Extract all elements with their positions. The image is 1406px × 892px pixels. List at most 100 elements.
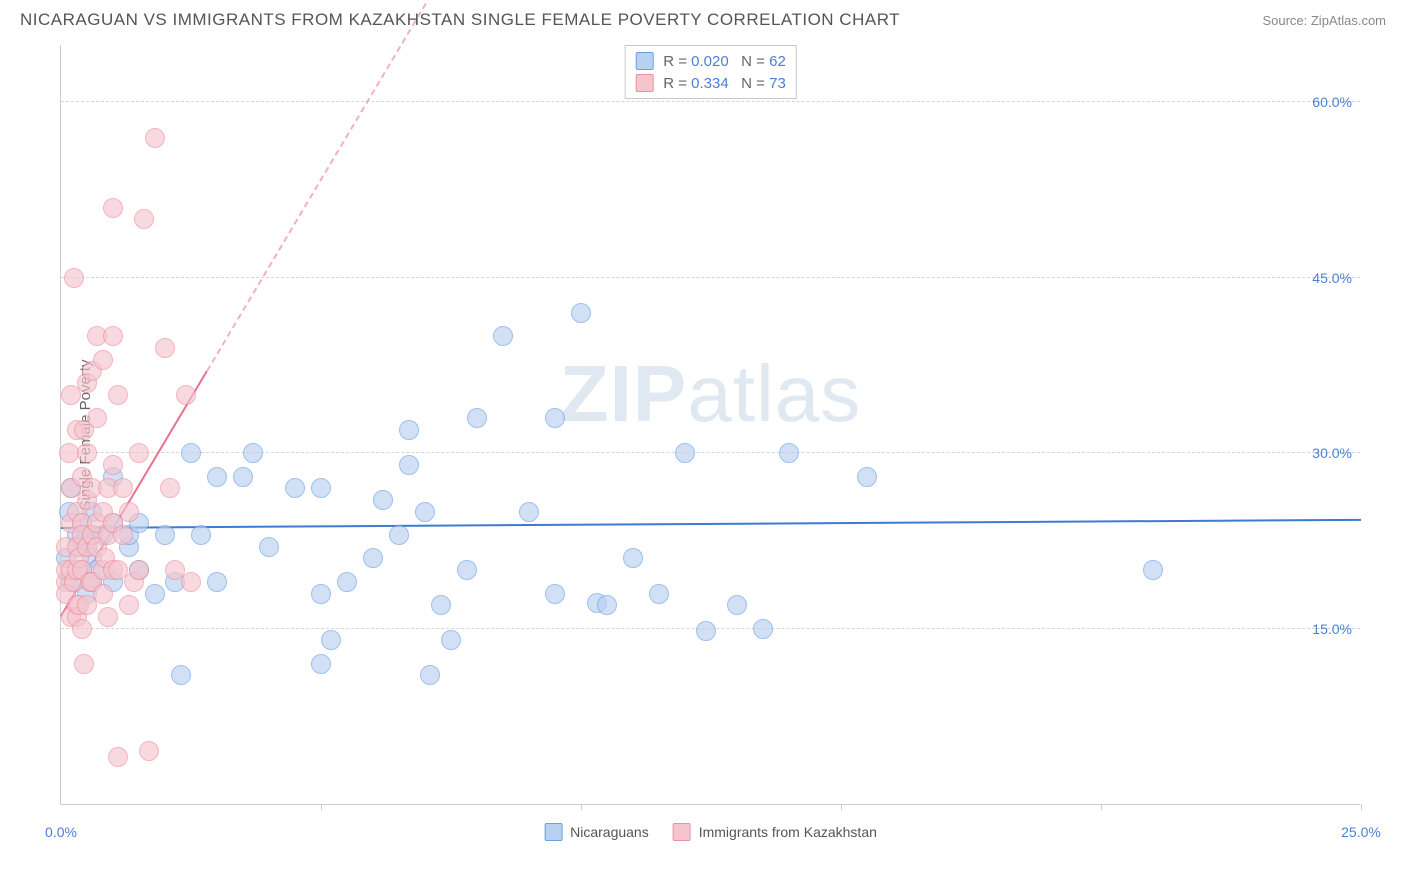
scatter-point: [311, 584, 331, 604]
scatter-point: [129, 443, 149, 463]
scatter-point: [59, 443, 79, 463]
scatter-point: [155, 338, 175, 358]
scatter-point: [493, 326, 513, 346]
scatter-point: [113, 478, 133, 498]
scatter-point: [93, 350, 113, 370]
scatter-point: [779, 443, 799, 463]
scatter-point: [389, 525, 409, 545]
series-legend-item: Nicaraguans: [544, 823, 649, 841]
correlation-legend-row: R = 0.334 N = 73: [635, 72, 786, 94]
watermark-rest: atlas: [687, 349, 861, 438]
legend-swatch: [673, 823, 691, 841]
legend-swatch: [635, 74, 653, 92]
chart-header: NICARAGUAN VS IMMIGRANTS FROM KAZAKHSTAN…: [0, 0, 1406, 35]
scatter-point: [337, 572, 357, 592]
scatter-point: [623, 548, 643, 568]
x-tick: [581, 804, 582, 810]
scatter-point: [649, 584, 669, 604]
scatter-point: [321, 630, 341, 650]
scatter-point: [727, 595, 747, 615]
gridline-h: [61, 101, 1360, 102]
x-tick-label: 25.0%: [1341, 824, 1381, 840]
legend-stat: R = 0.020 N = 62: [663, 53, 786, 70]
scatter-point: [399, 455, 419, 475]
scatter-point: [98, 607, 118, 627]
scatter-point: [441, 630, 461, 650]
scatter-point: [753, 619, 773, 639]
legend-label: Nicaraguans: [570, 824, 649, 840]
scatter-point: [233, 467, 253, 487]
trend-line: [206, 0, 452, 372]
scatter-point: [285, 478, 305, 498]
scatter-point: [857, 467, 877, 487]
scatter-point: [597, 595, 617, 615]
scatter-point: [145, 584, 165, 604]
y-tick-label: 45.0%: [1312, 270, 1352, 286]
scatter-point: [243, 443, 263, 463]
scatter-point: [155, 525, 175, 545]
scatter-point: [108, 385, 128, 405]
scatter-point: [311, 478, 331, 498]
scatter-point: [103, 326, 123, 346]
scatter-point: [545, 584, 565, 604]
scatter-point: [171, 665, 191, 685]
correlation-legend: R = 0.020 N = 62 R = 0.334 N = 73: [624, 45, 797, 99]
scatter-point: [87, 408, 107, 428]
scatter-point: [431, 595, 451, 615]
scatter-point: [571, 303, 591, 323]
scatter-point: [467, 408, 487, 428]
x-tick: [1361, 804, 1362, 810]
scatter-point: [119, 595, 139, 615]
scatter-point: [181, 443, 201, 463]
legend-swatch: [635, 52, 653, 70]
scatter-point: [93, 584, 113, 604]
scatter-point: [145, 128, 165, 148]
watermark: ZIPatlas: [560, 348, 861, 440]
scatter-point: [77, 443, 97, 463]
legend-swatch: [544, 823, 562, 841]
scatter-point: [119, 502, 139, 522]
legend-label: Immigrants from Kazakhstan: [699, 824, 877, 840]
scatter-point: [113, 525, 133, 545]
x-tick: [841, 804, 842, 810]
scatter-point: [457, 560, 477, 580]
scatter-point: [139, 741, 159, 761]
scatter-point: [259, 537, 279, 557]
scatter-point: [696, 621, 716, 641]
scatter-point: [207, 572, 227, 592]
scatter-point: [108, 747, 128, 767]
scatter-point: [373, 490, 393, 510]
scatter-point: [399, 420, 419, 440]
correlation-legend-row: R = 0.020 N = 62: [635, 50, 786, 72]
chart-title: NICARAGUAN VS IMMIGRANTS FROM KAZAKHSTAN…: [20, 10, 900, 30]
scatter-point: [191, 525, 211, 545]
chart-source: Source: ZipAtlas.com: [1262, 13, 1386, 28]
x-tick: [1101, 804, 1102, 810]
scatter-point: [72, 619, 92, 639]
trend-line: [61, 519, 1361, 529]
scatter-point: [129, 560, 149, 580]
legend-stat: R = 0.334 N = 73: [663, 75, 786, 92]
y-tick-label: 60.0%: [1312, 94, 1352, 110]
scatter-point: [1143, 560, 1163, 580]
x-tick: [321, 804, 322, 810]
y-tick-label: 30.0%: [1312, 445, 1352, 461]
scatter-point: [74, 654, 94, 674]
scatter-point: [363, 548, 383, 568]
scatter-point: [675, 443, 695, 463]
plot-area: ZIPatlas R = 0.020 N = 62 R = 0.334 N = 7…: [60, 45, 1360, 805]
scatter-point: [311, 654, 331, 674]
x-tick-label: 0.0%: [45, 824, 77, 840]
watermark-bold: ZIP: [560, 349, 687, 438]
gridline-h: [61, 277, 1360, 278]
series-legend: Nicaraguans Immigrants from Kazakhstan: [544, 823, 877, 841]
scatter-point: [103, 198, 123, 218]
scatter-point: [64, 268, 84, 288]
scatter-point: [420, 665, 440, 685]
scatter-point: [207, 467, 227, 487]
scatter-point: [176, 385, 196, 405]
y-tick-label: 15.0%: [1312, 621, 1352, 637]
series-legend-item: Immigrants from Kazakhstan: [673, 823, 877, 841]
scatter-point: [134, 209, 154, 229]
scatter-point: [519, 502, 539, 522]
